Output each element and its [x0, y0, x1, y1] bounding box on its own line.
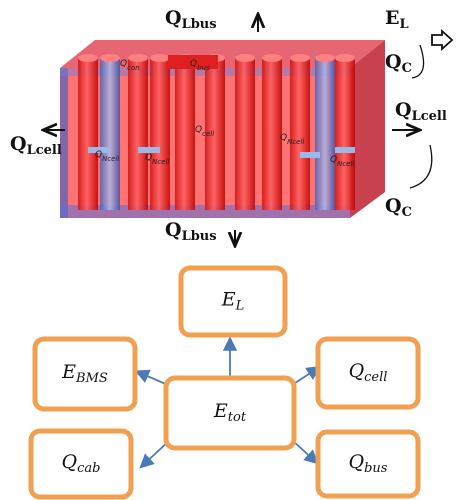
symbol: E: [61, 361, 76, 383]
cell-top: [315, 54, 335, 62]
cell: [335, 58, 355, 210]
outer-label: EL: [385, 7, 409, 32]
cell: [290, 58, 310, 210]
symbol: Q: [195, 125, 202, 135]
subscript: Lcell: [27, 143, 62, 158]
inner-label: Qcell: [195, 125, 214, 138]
symbol: Q: [190, 59, 197, 69]
node-box: [32, 336, 138, 412]
subscript: bus: [197, 64, 210, 72]
subscript: C: [402, 61, 412, 76]
link: [291, 439, 319, 465]
subscript: tot: [228, 410, 247, 425]
symbol: Q: [165, 219, 182, 241]
node-box: [315, 429, 421, 499]
subscript: bus: [364, 461, 388, 476]
inner-label: Qcon: [120, 59, 140, 72]
inner-label: QNcell: [280, 133, 304, 146]
node-label: Qcell: [349, 360, 388, 385]
node-label: EL: [221, 289, 245, 314]
cell: [205, 58, 225, 210]
inner-label: QNcell: [95, 150, 119, 163]
battery-pack: [60, 40, 385, 218]
symbol: Q: [385, 51, 402, 73]
pack-arrows: [45, 16, 454, 244]
flow-diagram: [134, 336, 322, 469]
node-label: Qbus: [349, 451, 388, 476]
cell: [235, 58, 255, 210]
subscript: L: [399, 17, 408, 32]
symbol: Q: [165, 7, 182, 29]
link: [291, 366, 322, 386]
subscript: C: [402, 205, 412, 220]
node-box: [163, 375, 297, 451]
cell: [100, 58, 120, 210]
cell: [78, 58, 98, 210]
subscript: cell: [364, 370, 387, 385]
symbol: Q: [280, 133, 287, 143]
cell-top: [150, 54, 170, 62]
cell: [175, 58, 195, 210]
outer-label: QLcell: [10, 133, 62, 158]
inner-label: QNcell: [330, 155, 354, 168]
subscript: L: [235, 299, 245, 314]
symbol: Q: [10, 133, 27, 155]
inner-label: QNcell: [145, 153, 169, 166]
inner-label: Qbus: [190, 59, 210, 72]
subscript: Lcell: [412, 109, 447, 124]
symbol: Q: [330, 155, 337, 165]
cell-top: [335, 54, 355, 62]
symbol: Q: [385, 195, 402, 217]
outer-label: QLbus: [165, 7, 217, 32]
subscript: cell: [202, 130, 214, 138]
cell-top: [235, 54, 255, 62]
subscript: BMS: [75, 371, 108, 386]
subscript: Ncell: [152, 158, 169, 166]
node-box: [28, 428, 134, 500]
node-label: Etot: [213, 400, 247, 425]
outer-label: QLcell: [395, 99, 447, 124]
node-label: EBMS: [61, 361, 108, 386]
node-box: [178, 265, 288, 338]
outer-label: QLbus: [165, 219, 217, 244]
subscript: Ncell: [102, 155, 119, 163]
cell-top: [78, 54, 98, 62]
symbol: E: [213, 400, 228, 422]
subscript: con: [127, 64, 140, 72]
cell: [150, 58, 170, 210]
symbol: Q: [349, 451, 365, 473]
symbol: E: [221, 289, 236, 311]
cell-top: [262, 54, 282, 62]
cell-top: [128, 54, 148, 62]
symbol: E: [385, 7, 399, 29]
symbol: Q: [349, 360, 365, 382]
symbol: Q: [145, 153, 152, 163]
cell: [128, 58, 148, 210]
outer-label: QC: [385, 51, 412, 76]
cell: [315, 58, 335, 210]
symbol: Q: [120, 59, 127, 69]
outer-label: QC: [385, 195, 412, 220]
cell-top: [100, 54, 120, 62]
symbol: Q: [62, 451, 78, 473]
subscript: cab: [77, 461, 100, 476]
subscript: Lbus: [182, 229, 217, 244]
cell-top: [290, 54, 310, 62]
node-label: Qcab: [62, 451, 101, 476]
symbol: Q: [395, 99, 412, 121]
subscript: Lbus: [182, 17, 217, 32]
cell: [262, 58, 282, 210]
subscript: Ncell: [287, 138, 304, 146]
link: [134, 369, 169, 386]
node-box: [315, 336, 421, 410]
subscript: Ncell: [337, 160, 354, 168]
symbol: Q: [95, 150, 102, 160]
